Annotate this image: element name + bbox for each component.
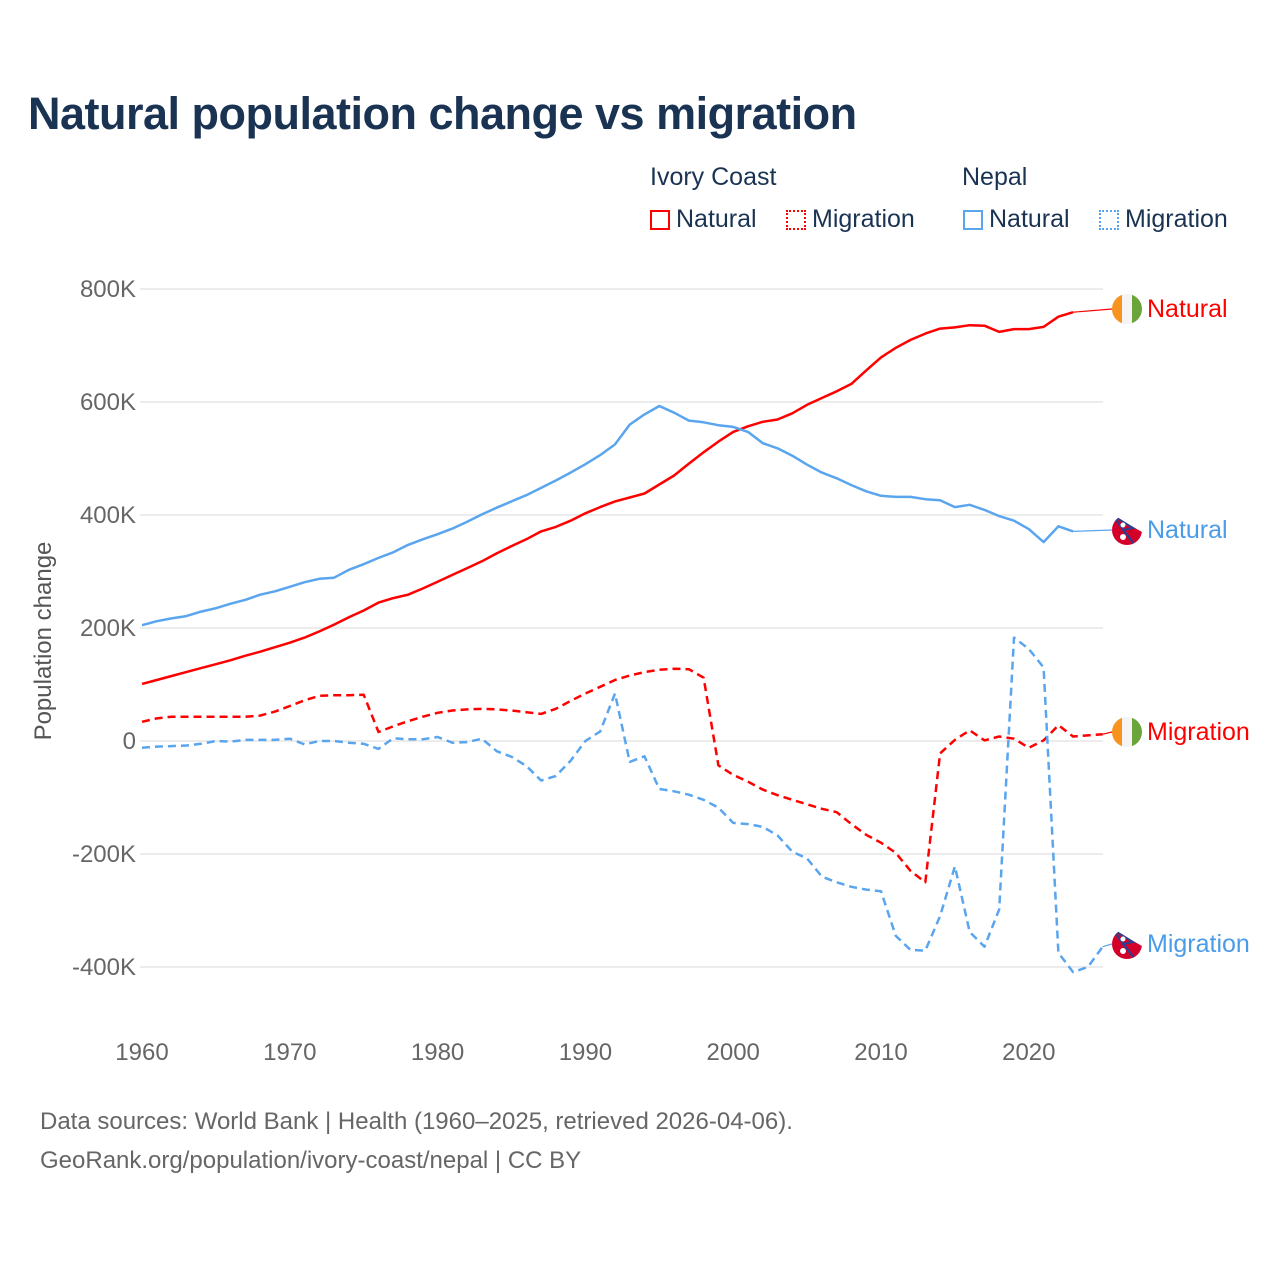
series-line-ivory-coast-natural [141, 311, 1074, 686]
nepal-flag-icon [1112, 929, 1142, 959]
y-tick-label: 200K [80, 615, 136, 642]
leader-line [1102, 731, 1113, 735]
end-labels: Natural Migration Natural Migration [1073, 294, 1250, 959]
y-axis-label: Population change [30, 542, 57, 741]
y-tick-label: -400K [72, 954, 136, 981]
legend-swatch-solid [650, 209, 670, 230]
y-tick-label: 0 [123, 728, 136, 755]
leader-line [1073, 529, 1113, 532]
legend-label: Migration [1125, 205, 1228, 233]
nepal-flag-icon [1112, 515, 1142, 545]
legend-label: Natural [989, 205, 1070, 233]
leader-line [1102, 943, 1113, 948]
footer-link[interactable]: GeoRank.org/population/ivory-coast/nepal… [40, 1147, 582, 1174]
legend-label: Migration [812, 205, 915, 233]
chart-title: Natural population change vs migration [28, 88, 857, 139]
footer-sources: Data sources: World Bank | Health (1960–… [40, 1108, 793, 1135]
x-tick-label: 1990 [559, 1039, 612, 1066]
series-end-label: Natural [1147, 516, 1228, 544]
y-axis-ticks: 800K 600K 400K 200K 0 -200K -400K [72, 276, 136, 981]
x-tick-label: 1980 [411, 1039, 464, 1066]
legend-ivory-coast-natural[interactable]: Natural [650, 205, 757, 234]
legend-nepal-natural[interactable]: Natural [963, 205, 1070, 234]
x-tick-label: 1960 [115, 1039, 168, 1066]
legend-group-ivory-coast: Ivory Coast [650, 163, 777, 191]
x-tick-label: 2010 [854, 1039, 907, 1066]
series-end-label: Migration [1147, 718, 1250, 746]
x-tick-label: 2000 [707, 1039, 760, 1066]
series-line-ivory-coast-migration [141, 667, 1103, 884]
y-tick-label: -200K [72, 841, 136, 868]
series-line-nepal-natural [141, 404, 1074, 627]
y-tick-label: 800K [80, 276, 136, 303]
grid [140, 288, 1103, 968]
ivory-coast-flag-icon [1112, 717, 1142, 747]
series-lines [141, 311, 1104, 974]
series-end-label: Migration [1147, 930, 1250, 958]
legend-ivory-coast-migration[interactable]: Migration [786, 205, 915, 234]
ivory-coast-flag-icon [1112, 294, 1142, 324]
series-line-nepal-migration [141, 636, 1104, 974]
x-tick-label: 2020 [1002, 1039, 1055, 1066]
series-end-label: Natural [1147, 295, 1228, 323]
legend-swatch-dotted [786, 209, 806, 230]
x-axis-ticks: 1960 1970 1980 1990 2000 2010 2020 [115, 1039, 1055, 1066]
y-tick-label: 600K [80, 389, 136, 416]
legend-swatch-dotted [1099, 209, 1119, 230]
legend-nepal-migration[interactable]: Migration [1099, 205, 1228, 234]
legend-group-nepal: Nepal [962, 163, 1028, 191]
leader-line [1073, 308, 1113, 313]
legend-label: Natural [676, 205, 757, 233]
x-tick-label: 1970 [263, 1039, 316, 1066]
legend-swatch-solid [963, 209, 983, 230]
y-tick-label: 400K [80, 502, 136, 529]
